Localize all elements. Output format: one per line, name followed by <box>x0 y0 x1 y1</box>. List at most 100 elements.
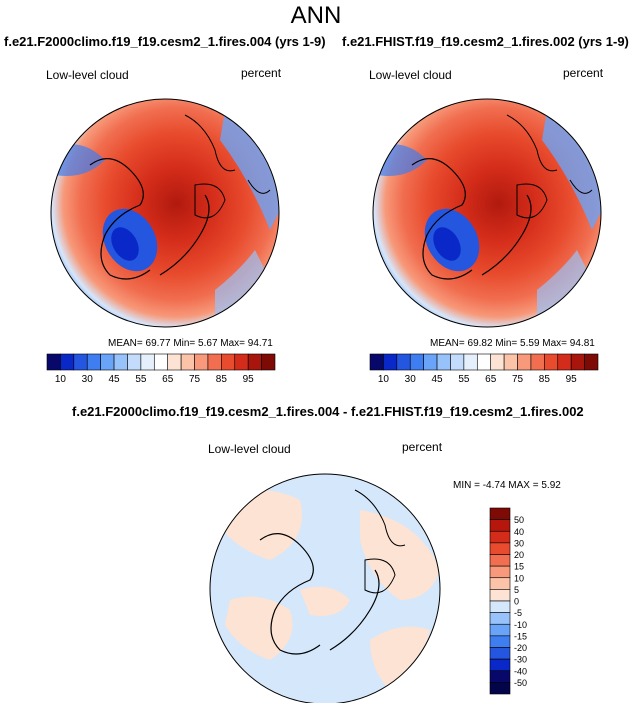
panel1-colorbar-swatch-12 <box>207 353 222 371</box>
diff-map-border <box>209 473 441 703</box>
panel2-map-border <box>372 98 602 328</box>
diff-colorbar-tick-0: 50 <box>514 515 524 525</box>
panel2-units-label: percent <box>563 66 604 80</box>
panel1-colorbar-swatch-3 <box>86 353 101 371</box>
panel2-colorbar-swatch-7 <box>463 353 478 371</box>
panel1-colorbar-tick-1: 30 <box>82 374 94 385</box>
panel2-title: f.e21.FHIST.f19_f19.cesm2_1.fires.002 (y… <box>342 34 629 49</box>
panel1-colorbar-tick-3: 55 <box>135 374 147 385</box>
panel2-colorbar-swatch-14 <box>557 353 572 371</box>
panel1-colorbar-swatch-16 <box>261 353 276 371</box>
panel1-colorbar-swatch-0 <box>46 353 61 371</box>
panel2-colorbar-swatch-16 <box>584 353 599 371</box>
panel2-colorbar-swatch-0 <box>369 353 384 371</box>
diff-colorbar-tick-1: 40 <box>514 527 524 537</box>
diff-colorbar-tick-14: -50 <box>514 678 527 688</box>
diff-colorbar-tick-10: -15 <box>514 631 527 641</box>
panel1-colorbar-swatch-15 <box>247 353 262 371</box>
diff-colorbar-swatch-7 <box>489 589 511 602</box>
panel2-colorbar-tick-2: 45 <box>431 374 443 385</box>
page-title: ANN <box>290 2 342 29</box>
panel2-colorbar-swatch-15 <box>570 353 585 371</box>
panel2-colorbar-swatch-6 <box>450 353 465 371</box>
diff-colorbar-swatch-2 <box>489 530 511 544</box>
panel1-colorbar-tick-7: 95 <box>243 374 255 385</box>
diff-units-label: percent <box>402 440 443 454</box>
panel2-colorbar-tick-4: 65 <box>485 374 497 385</box>
diff-colorbar-tick-9: -10 <box>514 620 527 630</box>
panel2-variable-label: Low-level cloud <box>369 68 452 82</box>
panel1-variable-label: Low-level cloud <box>46 68 129 82</box>
panel1-colorbar-tick-4: 65 <box>162 374 174 385</box>
diff-colorbar-tick-12: -30 <box>514 655 527 665</box>
diff-colorbar-swatch-4 <box>489 554 511 567</box>
panel2-map <box>373 99 601 327</box>
panel1-title: f.e21.F2000climo.f19_f19.cesm2_1.fires.0… <box>4 34 326 49</box>
panel1-stats: MEAN= 69.77 Min= 5.67 Max= 94.71 <box>108 338 273 349</box>
panel1-map <box>51 99 279 327</box>
diff-colorbar-swatch-10 <box>489 623 511 637</box>
diff-colorbar-swatch-6 <box>489 577 511 590</box>
panel2-colorbar-swatch-4 <box>423 353 438 371</box>
panel2-colorbar-tick-7: 95 <box>566 374 578 385</box>
panel2-colorbar-tick-5: 75 <box>512 374 524 385</box>
diff-colorbar-tick-5: 10 <box>514 573 524 583</box>
panel2-colorbar-swatch-11 <box>517 353 532 371</box>
panel2-stats: MEAN= 69.82 Min= 5.59 Max= 94.81 <box>430 338 595 349</box>
panel1-colorbar-tick-5: 75 <box>189 374 201 385</box>
diff-colorbar-tick-13: -40 <box>514 666 527 676</box>
diff-colorbar-swatch-9 <box>489 612 511 625</box>
diff-colorbar-swatch-3 <box>489 542 511 555</box>
panel1-colorbar-swatch-10 <box>180 353 195 371</box>
panel1-colorbar-swatch-4 <box>100 353 115 371</box>
diff-colorbar-tick-11: -20 <box>514 643 527 653</box>
panel2-colorbar-tick-1: 30 <box>405 374 417 385</box>
panel1-colorbar-swatch-13 <box>221 353 236 371</box>
panel2-colorbar-swatch-2 <box>396 353 411 371</box>
diff-variable-label: Low-level cloud <box>208 442 291 456</box>
diff-title: f.e21.F2000climo.f19_f19.cesm2_1.fires.0… <box>72 404 584 419</box>
panel1-colorbar-swatch-9 <box>167 353 182 371</box>
diff-colorbar-tick-3: 20 <box>514 550 524 560</box>
diff-colorbar-tick-2: 30 <box>514 538 524 548</box>
panel2-colorbar-swatch-3 <box>409 353 424 371</box>
diff-colorbar-swatch-14 <box>489 670 511 683</box>
diff-colorbar-swatch-8 <box>489 600 511 613</box>
panel1-colorbar-tick-0: 10 <box>55 374 67 385</box>
panel2-colorbar-swatch-9 <box>490 353 505 371</box>
panel1-colorbar-swatch-14 <box>234 353 249 371</box>
panel1-colorbar-swatch-7 <box>140 353 155 371</box>
panel1-colorbar-swatch-8 <box>153 353 169 371</box>
diff-colorbar-swatch-15 <box>489 682 511 695</box>
panel2-colorbar-swatch-8 <box>476 353 492 371</box>
panel2-colorbar-swatch-5 <box>436 353 451 371</box>
diff-map <box>210 474 440 703</box>
diff-colorbar-tick-4: 15 <box>514 562 524 572</box>
panel2-colorbar-swatch-10 <box>503 353 518 371</box>
panel1-colorbar-tick-2: 45 <box>108 374 120 385</box>
panel1-colorbar-swatch-11 <box>194 353 209 371</box>
panel2-colorbar-tick-6: 85 <box>539 374 551 385</box>
panel1-units-label: percent <box>241 66 282 80</box>
diff-colorbar-tick-6: 5 <box>514 585 519 595</box>
panel2-colorbar-swatch-13 <box>544 353 559 371</box>
diff-colorbar-swatch-11 <box>489 635 511 648</box>
diff-colorbar-swatch-5 <box>489 565 511 579</box>
panel2-colorbar-swatch-12 <box>530 353 545 371</box>
panel2-colorbar-swatch-1 <box>383 353 398 371</box>
diff-colorbar-swatch-0 <box>489 507 511 520</box>
diff-colorbar-swatch-1 <box>489 519 511 532</box>
panel1-colorbar-swatch-1 <box>60 353 75 371</box>
panel1-map-border <box>50 98 280 328</box>
panel1-colorbar-swatch-6 <box>127 353 142 371</box>
panel2-colorbar-tick-3: 55 <box>458 374 470 385</box>
panel1-colorbar-tick-6: 85 <box>216 374 228 385</box>
panel2-colorbar-tick-0: 10 <box>378 374 390 385</box>
panel1-colorbar-swatch-2 <box>73 353 88 371</box>
diff-stats: MIN = -4.74 MAX = 5.92 <box>453 480 561 491</box>
diff-colorbar-swatch-12 <box>489 647 511 660</box>
diff-colorbar-swatch-13 <box>489 658 511 672</box>
diff-colorbar-tick-7: 0 <box>514 597 519 607</box>
panel1-colorbar-swatch-5 <box>113 353 128 371</box>
